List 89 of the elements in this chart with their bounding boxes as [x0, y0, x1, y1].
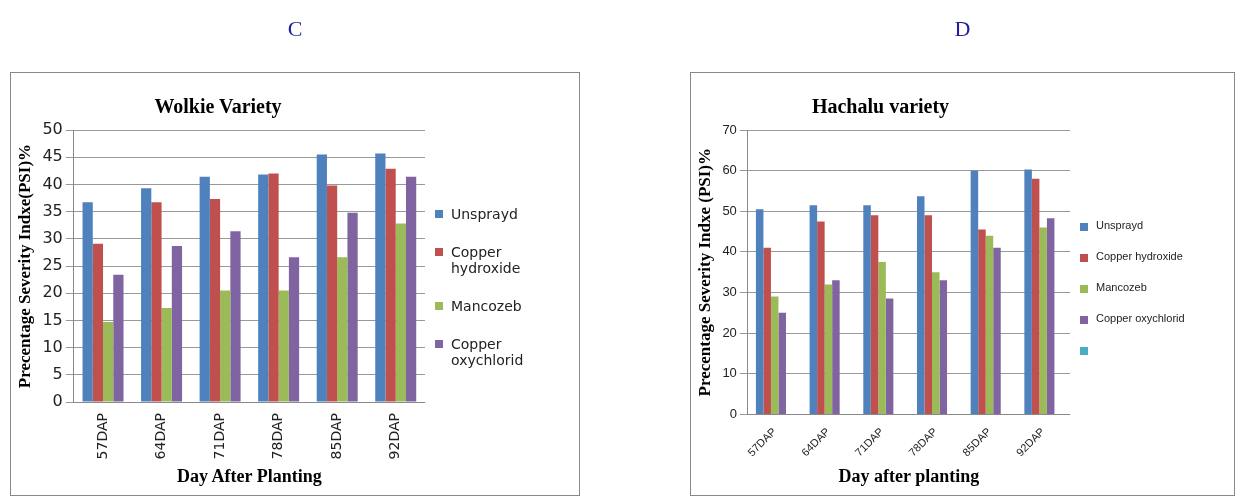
y-tick-label: 50 [722, 202, 737, 218]
chart-title: Wolkie Variety [154, 95, 282, 119]
y-axis-title: Precentage Severity Indxe (PSI)% [694, 147, 714, 397]
y-tick-label: 60 [722, 162, 737, 178]
bar [405, 176, 417, 402]
y-tick-label: 10 [42, 336, 63, 356]
bar [770, 296, 779, 414]
x-axis-title: Day After Planting [177, 465, 322, 486]
bar [326, 185, 338, 402]
bar [385, 168, 396, 402]
legend-label: Unsprayd [1096, 219, 1145, 231]
y-tick-label: 35 [42, 200, 63, 220]
legend-label: Mancozeb [451, 298, 523, 314]
bar [870, 215, 879, 414]
legend-label: Copper hydroxide [451, 244, 522, 276]
bar [970, 170, 979, 414]
y-tick-label: 5 [52, 363, 63, 383]
bar [755, 209, 764, 414]
bar [1024, 169, 1032, 414]
bar [161, 307, 172, 402]
y-tick-label: 40 [722, 243, 737, 259]
bar [985, 235, 994, 414]
bar [230, 231, 241, 402]
y-tick-label: 15 [42, 309, 63, 329]
bar [1039, 227, 1047, 414]
bar [288, 257, 300, 402]
y-tick-label: 20 [42, 282, 63, 302]
bar [863, 205, 871, 414]
y-tick-label: 50 [42, 119, 63, 139]
bar [1046, 218, 1055, 414]
bar [171, 245, 183, 402]
bar [141, 188, 152, 402]
legend-label: Copper hydroxide [1096, 250, 1184, 262]
bar [278, 290, 289, 402]
y-tick-label: 30 [722, 284, 737, 300]
y-tick-label: 25 [42, 255, 63, 275]
bar [939, 280, 948, 414]
y-axis-title: Precentage Severity Indxe(PSI)% [14, 143, 34, 389]
bar [978, 229, 986, 414]
bar [924, 215, 933, 414]
legend-label: Copper oxychlorid [1096, 312, 1186, 324]
x-axis-title: Day after planting [838, 465, 980, 486]
bar [316, 154, 327, 402]
bar [932, 272, 940, 414]
bar [337, 257, 348, 402]
bar [199, 176, 210, 402]
bar [878, 262, 886, 414]
y-tick-label: 0 [52, 391, 63, 411]
bar [395, 223, 406, 402]
bar [1031, 178, 1040, 414]
y-tick-label: 40 [42, 173, 63, 193]
x-tick-label: 92DAP [386, 413, 403, 460]
bar [916, 196, 925, 414]
bar [885, 298, 894, 414]
y-tick-label: 70 [722, 121, 737, 137]
text: D [953, 16, 972, 43]
y-tick-label: 20 [722, 324, 737, 340]
bar [103, 322, 114, 402]
x-tick-label: 78DAP [269, 413, 286, 460]
y-tick-label: 30 [42, 227, 63, 247]
bar [113, 274, 124, 402]
bar [347, 212, 358, 402]
legend-label: Unsprayd [451, 206, 519, 222]
bar [82, 202, 93, 402]
bar [763, 247, 771, 414]
y-tick-label: 45 [42, 146, 63, 166]
bar [817, 221, 825, 414]
y-tick-label: 0 [729, 406, 737, 421]
bar [220, 290, 231, 402]
y-tick-label: 10 [722, 365, 737, 381]
bar [258, 174, 269, 402]
chart-title: Hachalu variety [811, 95, 950, 119]
bar [993, 247, 1001, 414]
bar [151, 202, 162, 402]
bar [778, 312, 786, 414]
bar [809, 205, 818, 414]
bar [209, 199, 221, 402]
x-tick-label: 71DAP [210, 413, 227, 460]
text: C [286, 16, 304, 43]
x-tick-label: 85DAP [327, 413, 344, 460]
bar [268, 173, 279, 402]
x-tick-label: 57DAP [93, 413, 110, 460]
bar [375, 153, 386, 402]
x-tick-label: 64DAP [152, 413, 169, 460]
bar [824, 284, 833, 414]
legend-label: Copper oxychlorid [451, 336, 525, 368]
bar [92, 243, 104, 402]
bar [832, 280, 840, 414]
legend-label: Mancozeb [1096, 281, 1148, 293]
